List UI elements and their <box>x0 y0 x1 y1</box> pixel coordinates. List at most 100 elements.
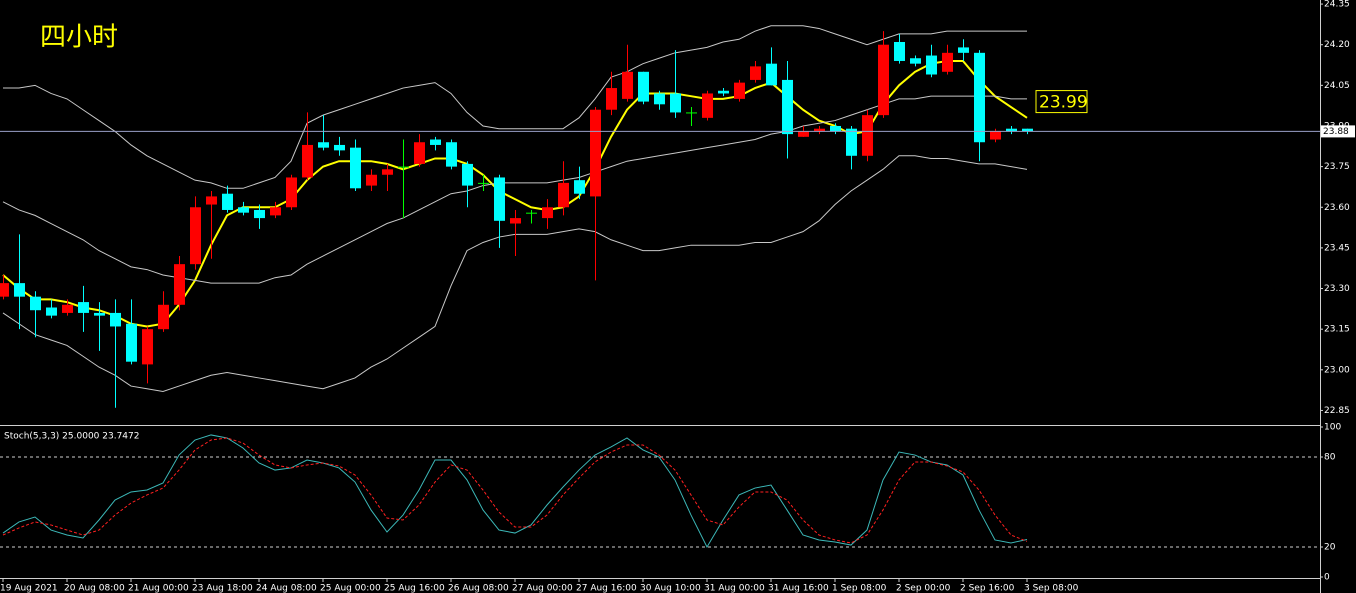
candle-body <box>878 44 889 116</box>
y-tick-label: 24.20 <box>1324 40 1350 50</box>
y-tick-label: 80 <box>1324 453 1336 463</box>
candle-body <box>702 93 713 118</box>
candle-body <box>990 131 1001 140</box>
indicator-label: Stoch(5,3,3) 25.0000 23.7472 <box>4 432 139 442</box>
candle-body <box>654 93 665 105</box>
y-tick-label: 100 <box>1324 423 1341 433</box>
candle-body <box>590 109 601 197</box>
candle-body <box>142 329 153 365</box>
candle-body <box>318 142 329 148</box>
bollinger-band <box>2 95 1027 284</box>
x-tick-label: 24 Aug 08:00 <box>256 584 317 593</box>
candle-body <box>830 125 841 132</box>
last-price-box <box>1321 125 1355 138</box>
x-tick-label: 25 Aug 00:00 <box>320 584 381 593</box>
annotation-label: 23.99 <box>1039 93 1088 113</box>
candle-body <box>14 283 25 297</box>
candle-body <box>606 88 617 110</box>
candle-body <box>1022 128 1033 132</box>
candle-body <box>926 55 937 75</box>
candle-body <box>334 144 345 151</box>
candle-body <box>510 218 521 224</box>
candle-body <box>398 166 409 168</box>
candle-body <box>350 147 361 189</box>
candle-body <box>942 52 953 72</box>
candle-body <box>446 142 457 167</box>
y-tick-label: 20 <box>1324 543 1336 553</box>
candle-body <box>94 312 105 316</box>
candle-body <box>302 144 313 178</box>
indicator-line <box>2 437 1028 544</box>
candle-body <box>78 302 89 313</box>
x-tick-label: 31 Aug 00:00 <box>704 584 765 593</box>
candle-body <box>222 193 233 210</box>
candle-body <box>62 304 73 313</box>
y-tick-label: 24.35 <box>1324 0 1350 10</box>
candle-body <box>750 66 761 80</box>
candle-body <box>638 71 649 102</box>
candle-body <box>254 209 265 219</box>
y-tick-label: 23.00 <box>1324 365 1350 375</box>
candle-body <box>718 90 729 94</box>
candle-body <box>798 131 809 137</box>
y-tick-label: 23.45 <box>1324 243 1350 253</box>
candle-body <box>126 323 137 362</box>
x-tick-label: 27 Aug 16:00 <box>576 584 637 593</box>
annotation-box <box>1035 90 1088 114</box>
candle-body <box>206 196 217 205</box>
x-tick-label: 23 Aug 18:00 <box>192 584 253 593</box>
candle-body <box>910 58 921 64</box>
last-price-label: 23.88 <box>1323 127 1349 137</box>
candle-body <box>286 177 297 208</box>
candle-body <box>0 283 9 297</box>
candle-body <box>462 163 473 186</box>
x-tick-label: 3 Sep 08:00 <box>1024 584 1079 593</box>
candle-body <box>110 312 121 327</box>
y-tick-label: 0 <box>1324 573 1330 583</box>
y-tick-label: 24.05 <box>1324 81 1350 91</box>
candle-body <box>30 296 41 311</box>
candle-body <box>190 207 201 265</box>
x-tick-label: 26 Aug 08:00 <box>448 584 509 593</box>
candle-body <box>430 139 441 145</box>
candle-body <box>894 41 905 61</box>
candle-body <box>238 207 249 213</box>
x-tick-label: 2 Sep 16:00 <box>960 584 1015 593</box>
candle-body <box>958 47 969 53</box>
y-tick-label: 23.30 <box>1324 284 1350 294</box>
y-tick-label: 23.60 <box>1324 203 1350 213</box>
candle-body <box>862 115 873 156</box>
x-tick-label: 1 Sep 08:00 <box>832 584 887 593</box>
chart-title: 四小时 <box>40 23 118 53</box>
candle-body <box>270 207 281 216</box>
x-tick-label: 25 Aug 16:00 <box>384 584 445 593</box>
candle-body <box>414 142 425 164</box>
candle-body <box>542 207 553 219</box>
candle-body <box>494 177 505 221</box>
bollinger-band <box>3 25 1027 189</box>
x-tick-label: 27 Aug 00:00 <box>512 584 573 593</box>
candle-body <box>366 174 377 186</box>
x-tick-label: 2 Sep 00:00 <box>896 584 951 593</box>
candle-body <box>686 112 697 114</box>
candle-body <box>574 180 585 194</box>
candle-body <box>558 182 569 208</box>
candle-body <box>478 182 489 184</box>
candle-body <box>174 264 185 305</box>
candle-body <box>382 169 393 175</box>
candle-body <box>782 79 793 135</box>
x-tick-label: 21 Aug 00:00 <box>128 584 189 593</box>
x-tick-label: 31 Aug 16:00 <box>768 584 829 593</box>
y-tick-label: 22.85 <box>1324 406 1350 416</box>
candle-body <box>974 52 985 143</box>
candle-body <box>846 128 857 156</box>
y-tick-label: 23.75 <box>1324 162 1350 172</box>
candle-body <box>670 93 681 113</box>
x-tick-label: 20 Aug 08:00 <box>64 584 125 593</box>
candle-body <box>526 212 537 214</box>
candle-body <box>1006 128 1017 132</box>
candle-body <box>158 304 169 330</box>
candle-body <box>734 82 745 99</box>
